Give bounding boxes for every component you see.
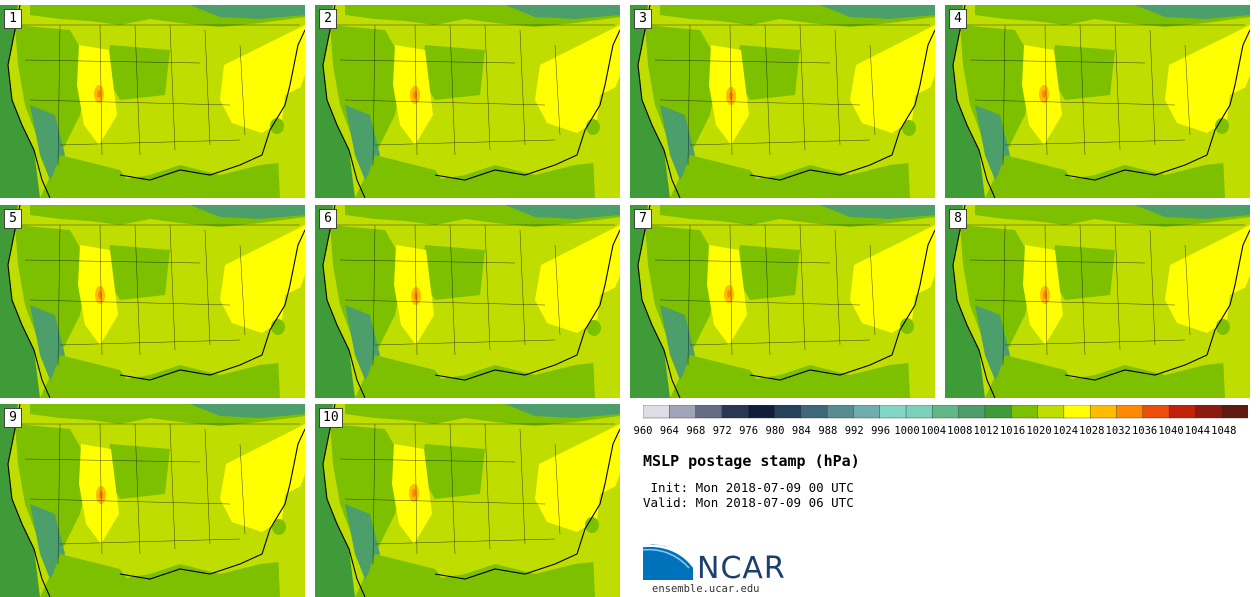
colorbar-bin — [643, 405, 671, 419]
colorbar-tick-label: 988 — [818, 425, 838, 437]
member-number-label: 3 — [634, 9, 652, 29]
colorbar-tick-label: 972 — [712, 425, 732, 437]
colorbar-bin — [774, 405, 802, 419]
member-number-label: 5 — [4, 209, 22, 229]
mslp-map — [315, 5, 620, 198]
colorbar — [643, 405, 1248, 419]
member-number-label: 8 — [949, 209, 967, 229]
colorbar-tick-label: 984 — [791, 425, 811, 437]
colorbar-bin — [826, 405, 855, 419]
mslp-map — [315, 404, 620, 597]
postage-stamp-map: 1 — [0, 5, 305, 198]
postage-stamp-map: 5 — [0, 205, 305, 398]
member-number-label: 6 — [319, 209, 337, 229]
colorbar-tick-label: 996 — [871, 425, 891, 437]
member-number-label: 9 — [4, 408, 22, 428]
colorbar-tick-label: 1020 — [1026, 425, 1052, 437]
colorbar-tick-label: 992 — [844, 425, 864, 437]
postage-stamp-map: 3 — [630, 5, 935, 198]
colorbar-bin — [1142, 405, 1170, 419]
postage-stamp-map: 4 — [945, 5, 1250, 198]
colorbar-bin — [1011, 405, 1039, 419]
mslp-map — [0, 404, 305, 597]
postage-stamp-map: 7 — [630, 205, 935, 398]
colorbar-tick-label: 1028 — [1079, 425, 1105, 437]
colorbar-bin — [721, 405, 749, 419]
colorbar-tick-label: 1032 — [1105, 425, 1131, 437]
colorbar-bin — [1089, 405, 1118, 419]
colorbar-bin — [1037, 405, 1065, 419]
member-number-label: 1 — [4, 9, 22, 29]
colorbar-bin — [984, 405, 1012, 419]
postage-stamp-map: 8 — [945, 205, 1250, 398]
colorbar-bin — [932, 405, 960, 419]
mslp-map — [945, 205, 1250, 398]
init-time: Init: Mon 2018-07-09 00 UTC — [643, 480, 854, 495]
colorbar-bin — [695, 405, 723, 419]
colorbar-tick-label: 960 — [633, 425, 653, 437]
ncar-logo-text: NCAR — [697, 551, 786, 586]
website-url: ensemble.ucar.edu — [652, 583, 760, 595]
colorbar-tick-label: 1008 — [947, 425, 973, 437]
colorbar-tick-label: 1024 — [1052, 425, 1079, 437]
colorbar-tick-label: 976 — [739, 425, 759, 437]
colorbar-tick-label: 1000 — [894, 425, 920, 437]
colorbar-tick-label: 1044 — [1184, 425, 1211, 437]
colorbar-tick-label: 980 — [765, 425, 785, 437]
colorbar-bin — [669, 405, 697, 419]
member-number-label: 4 — [949, 9, 967, 29]
mslp-map — [0, 205, 305, 398]
colorbar-bin — [1168, 405, 1197, 419]
colorbar-tick-label: 1048 — [1211, 425, 1237, 437]
colorbar-tick-label: 1040 — [1158, 425, 1184, 437]
member-number-label: 2 — [319, 9, 337, 29]
colorbar-tick-label: 1012 — [973, 425, 999, 437]
colorbar-tick-label: 968 — [686, 425, 706, 437]
mslp-map — [315, 205, 620, 398]
ncar-logo — [643, 544, 694, 580]
postage-stamp-map: 9 — [0, 404, 305, 597]
colorbar-bin — [1116, 405, 1144, 419]
member-number-label: 10 — [319, 408, 343, 428]
colorbar-tick-label: 1036 — [1131, 425, 1158, 437]
postage-stamp-map: 2 — [315, 5, 620, 198]
colorbar-bin — [853, 405, 881, 419]
colorbar-tick-labels: 960 964 968 972 976 980 984 988 992 996 1000 1004 10… — [630, 425, 1250, 439]
chart-title: MSLP postage stamp (hPa) — [643, 452, 860, 470]
mslp-map — [630, 5, 935, 198]
colorbar-bin — [958, 405, 986, 419]
postage-stamp-map: 6 — [315, 205, 620, 398]
valid-time: Valid: Mon 2018-07-09 06 UTC — [643, 495, 854, 510]
colorbar-bin — [879, 405, 907, 419]
colorbar-bin — [1195, 405, 1223, 419]
colorbar-bin — [748, 405, 776, 419]
colorbar-bin — [1221, 405, 1248, 419]
colorbar-bin — [800, 405, 828, 419]
colorbar-tick-label: 1016 — [999, 425, 1026, 437]
colorbar-bin — [1063, 405, 1091, 419]
member-number-label: 7 — [634, 209, 652, 229]
mslp-map — [0, 5, 305, 198]
mslp-map — [630, 205, 935, 398]
mslp-map — [945, 5, 1250, 198]
colorbar-tick-label: 964 — [659, 425, 679, 437]
colorbar-tick-label: 1004 — [920, 425, 947, 437]
colorbar-bin — [905, 405, 934, 419]
postage-stamp-map: 10 — [315, 404, 620, 597]
